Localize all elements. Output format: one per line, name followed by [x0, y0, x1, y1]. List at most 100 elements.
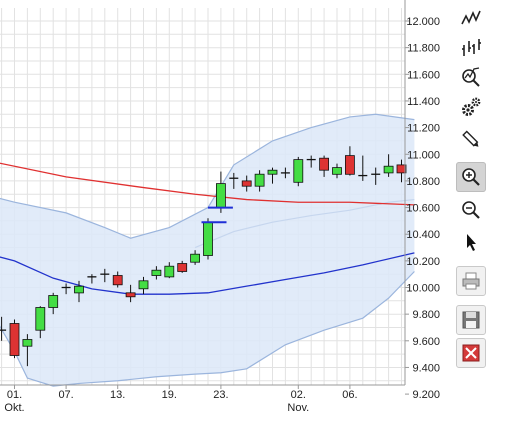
- floppy-disk-icon: [462, 311, 480, 329]
- candle-body: [254, 173, 265, 187]
- y-tick-label: 9.800: [412, 309, 440, 321]
- candle: [358, 155, 368, 181]
- candle-body: [177, 263, 188, 272]
- x-tick-label: 01.: [7, 389, 22, 401]
- line-chart-icon: [461, 10, 481, 25]
- chart-axes: 12.000 11.800 11.600 11.400 11.200 11.000 10.8…: [0, 0, 440, 414]
- candle: [396, 159, 407, 183]
- candle-body: [9, 323, 20, 356]
- ohlc-bars-icon: [462, 39, 481, 56]
- candle-body: [332, 167, 342, 175]
- candle-body: [35, 307, 46, 331]
- band-lower-line: [0, 271, 415, 387]
- candle-body: [293, 159, 304, 183]
- zoom-out-tool[interactable]: [456, 195, 486, 225]
- x-month-label: Nov.: [287, 402, 309, 414]
- candle: [280, 167, 290, 179]
- candle-body: [241, 180, 252, 187]
- y-tick-label: 10.200: [406, 256, 440, 268]
- pointer-tool[interactable]: [456, 227, 486, 257]
- ohlc-chart-tool[interactable]: [456, 33, 486, 63]
- candle-body: [319, 157, 330, 171]
- print-tool[interactable]: [456, 266, 486, 296]
- candle-body: [22, 339, 33, 347]
- candle: [151, 266, 162, 280]
- candle-body: [215, 183, 226, 209]
- candle-body: [344, 155, 355, 175]
- candle-body: [112, 275, 123, 286]
- y-tick-label: 11.200: [407, 123, 440, 135]
- candle: [254, 170, 265, 192]
- magnifier-chart-icon: [462, 67, 480, 87]
- candle: [125, 284, 136, 303]
- delete-tool[interactable]: [456, 338, 486, 368]
- y-tick-label: 10.000: [406, 283, 440, 295]
- indicator-tool[interactable]: [456, 62, 486, 92]
- y-tick-label: 11.800: [407, 43, 440, 55]
- candle: [267, 167, 278, 184]
- candle-body: [125, 292, 136, 298]
- y-tick-label: 11.000: [407, 149, 440, 161]
- delete-icon: [462, 344, 480, 362]
- candle: [319, 155, 330, 177]
- x-month-label: Okt.: [4, 402, 24, 414]
- gears-icon: [462, 97, 481, 116]
- x-tick-label: 06.: [342, 389, 357, 401]
- y-tick-label: 12.000: [406, 16, 440, 28]
- candle-body: [267, 169, 278, 175]
- candle: [332, 163, 342, 179]
- candle: [87, 274, 97, 284]
- candle: [306, 155, 316, 168]
- cursor-icon: [467, 234, 476, 251]
- pencil-icon: [462, 130, 479, 147]
- candle-body: [138, 280, 149, 290]
- settings-tool[interactable]: [456, 92, 486, 122]
- y-tick-label: 9.400: [412, 362, 440, 374]
- line-chart-tool[interactable]: [456, 4, 486, 34]
- zoom-out-icon: [462, 201, 480, 219]
- candle: [383, 154, 394, 177]
- candle: [229, 172, 239, 189]
- draw-line-tool[interactable]: [456, 125, 486, 155]
- candle: [9, 319, 20, 359]
- y-tick-label: 10.800: [406, 176, 440, 188]
- candle: [138, 276, 149, 295]
- candle: [100, 268, 110, 283]
- blue-moving-average: [0, 252, 415, 295]
- candle-body: [74, 285, 84, 294]
- candle: [164, 262, 175, 279]
- x-tick-label: 23.: [213, 389, 228, 401]
- candle: [112, 271, 123, 288]
- x-tick-label: 13.: [110, 389, 125, 401]
- y-tick-label: 10.600: [406, 203, 440, 215]
- y-tick-label: 11.400: [407, 96, 440, 108]
- save-tool[interactable]: [456, 305, 486, 335]
- candle: [177, 260, 188, 273]
- y-tick-label: 9.200: [412, 389, 440, 401]
- y-tick-label: 10.400: [406, 229, 440, 241]
- x-tick-label: 02.: [291, 389, 306, 401]
- candle-body: [203, 221, 213, 256]
- signal-markers: [201, 206, 233, 224]
- candle: [74, 280, 84, 303]
- candle: [190, 250, 201, 265]
- candle: [22, 334, 33, 367]
- candle: [35, 306, 46, 339]
- candle-body: [151, 269, 162, 276]
- zoom-in-tool[interactable]: [456, 162, 486, 192]
- printer-icon: [462, 272, 480, 290]
- candle-body: [48, 295, 59, 308]
- candle: [344, 146, 355, 176]
- candle: [293, 156, 304, 187]
- candle-body: [383, 165, 394, 174]
- band-mid-line: [194, 198, 415, 249]
- chart-toolbar: [453, 0, 489, 372]
- candle-body: [396, 164, 407, 174]
- candle: [61, 283, 71, 295]
- candlesticks: [0, 146, 407, 367]
- candle: [0, 316, 7, 341]
- candle: [241, 175, 252, 192]
- y-tick-label: 11.600: [407, 69, 440, 81]
- zoom-in-icon: [462, 168, 480, 186]
